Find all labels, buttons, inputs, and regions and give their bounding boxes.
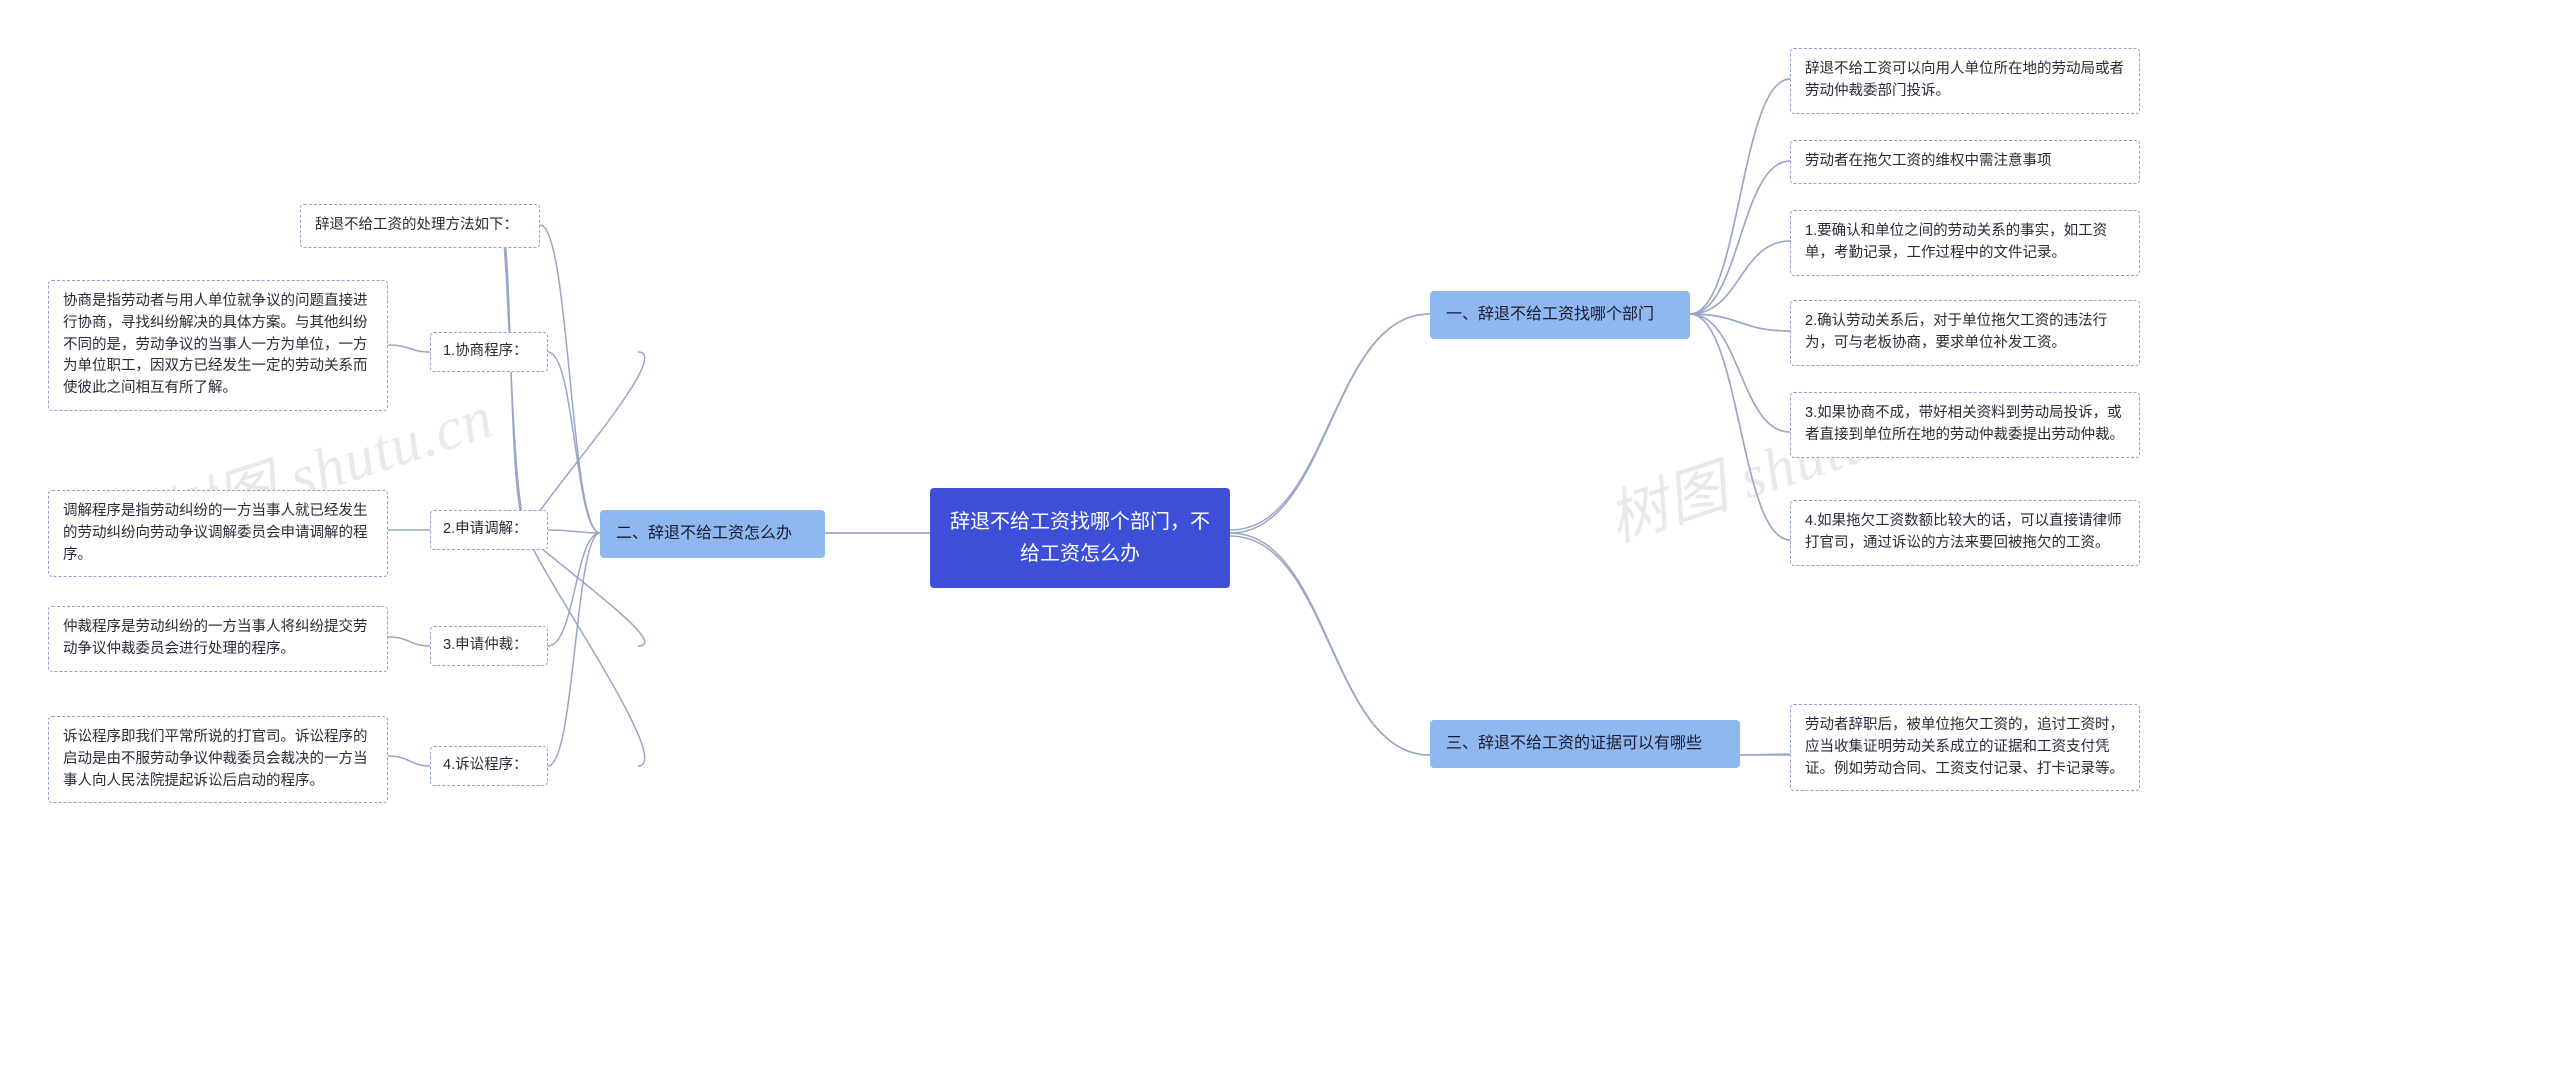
sub-node: 1.协商程序： [430, 332, 548, 372]
branch-right-2: 三、辞退不给工资的证据可以有哪些 [1430, 720, 1740, 768]
branch-right-1: 一、辞退不给工资找哪个部门 [1430, 291, 1690, 339]
branch-left-1: 二、辞退不给工资怎么办 [600, 510, 825, 558]
detail-node: 协商是指劳动者与用人单位就争议的问题直接进行协商，寻找纠纷解决的具体方案。与其他… [48, 280, 388, 411]
leaf-node: 4.如果拖欠工资数额比较大的话，可以直接请律师打官司，通过诉讼的方法来要回被拖欠… [1790, 500, 2140, 566]
sub-node: 2.申请调解： [430, 510, 548, 550]
detail-text: 协商是指劳动者与用人单位就争议的问题直接进行协商，寻找纠纷解决的具体方案。与其他… [63, 293, 368, 396]
leaf-intro: 辞退不给工资的处理方法如下： [300, 204, 540, 248]
leaf-node: 1.要确认和单位之间的劳动关系的事实，如工资单，考勤记录，工作过程中的文件记录。 [1790, 210, 2140, 276]
root-label: 辞退不给工资找哪个部门，不给工资怎么办 [950, 511, 1210, 565]
leaf-node: 辞退不给工资可以向用人单位所在地的劳动局或者劳动仲裁委部门投诉。 [1790, 48, 2140, 114]
sub-node: 3.申请仲裁： [430, 626, 548, 666]
leaf-text: 4.如果拖欠工资数额比较大的话，可以直接请律师打官司，通过诉讼的方法来要回被拖欠… [1805, 513, 2122, 551]
leaf-node: 劳动者辞职后，被单位拖欠工资的，追讨工资时，应当收集证明劳动关系成立的证据和工资… [1790, 704, 2140, 791]
leaf-node: 2.确认劳动关系后，对于单位拖欠工资的违法行为，可与老板协商，要求单位补发工资。 [1790, 300, 2140, 366]
branch-label: 三、辞退不给工资的证据可以有哪些 [1446, 735, 1702, 752]
detail-text: 诉讼程序即我们平常所说的打官司。诉讼程序的启动是由不服劳动争议仲裁委员会裁决的一… [63, 729, 368, 789]
leaf-text: 辞退不给工资的处理方法如下： [315, 217, 518, 233]
detail-text: 调解程序是指劳动纠纷的一方当事人就已经发生的劳动纠纷向劳动争议调解委员会申请调解… [63, 503, 368, 563]
leaf-node: 劳动者在拖欠工资的维权中需注意事项 [1790, 140, 2140, 184]
detail-node: 仲裁程序是劳动纠纷的一方当事人将纠纷提交劳动争议仲裁委员会进行处理的程序。 [48, 606, 388, 672]
sub-label: 4.诉讼程序： [443, 757, 528, 773]
leaf-text: 1.要确认和单位之间的劳动关系的事实，如工资单，考勤记录，工作过程中的文件记录。 [1805, 223, 2107, 261]
detail-node: 诉讼程序即我们平常所说的打官司。诉讼程序的启动是由不服劳动争议仲裁委员会裁决的一… [48, 716, 388, 803]
leaf-text: 2.确认劳动关系后，对于单位拖欠工资的违法行为，可与老板协商，要求单位补发工资。 [1805, 313, 2107, 351]
detail-node: 调解程序是指劳动纠纷的一方当事人就已经发生的劳动纠纷向劳动争议调解委员会申请调解… [48, 490, 388, 577]
sub-label: 2.申请调解： [443, 521, 528, 537]
detail-text: 仲裁程序是劳动纠纷的一方当事人将纠纷提交劳动争议仲裁委员会进行处理的程序。 [63, 619, 368, 657]
sub-label: 1.协商程序： [443, 343, 528, 359]
leaf-text: 劳动者在拖欠工资的维权中需注意事项 [1805, 153, 2052, 169]
root-node: 辞退不给工资找哪个部门，不给工资怎么办 [930, 488, 1230, 588]
sub-node: 4.诉讼程序： [430, 746, 548, 786]
leaf-node: 3.如果协商不成，带好相关资料到劳动局投诉，或者直接到单位所在地的劳动仲裁委提出… [1790, 392, 2140, 458]
branch-label: 二、辞退不给工资怎么办 [616, 525, 792, 542]
branch-label: 一、辞退不给工资找哪个部门 [1446, 306, 1654, 323]
leaf-text: 辞退不给工资可以向用人单位所在地的劳动局或者劳动仲裁委部门投诉。 [1805, 61, 2124, 99]
leaf-text: 劳动者辞职后，被单位拖欠工资的，追讨工资时，应当收集证明劳动关系成立的证据和工资… [1805, 717, 2124, 777]
leaf-text: 3.如果协商不成，带好相关资料到劳动局投诉，或者直接到单位所在地的劳动仲裁委提出… [1805, 405, 2124, 443]
sub-label: 3.申请仲裁： [443, 637, 528, 653]
